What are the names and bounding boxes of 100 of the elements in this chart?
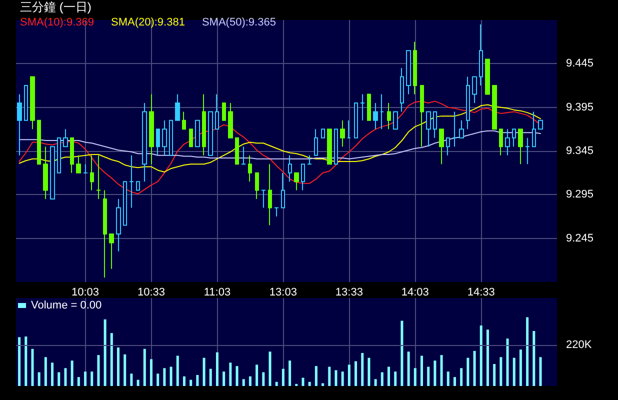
candlestick <box>103 190 107 278</box>
candlestick <box>255 172 259 200</box>
candlestick <box>307 154 312 165</box>
text: SMA(50):9.365 <box>202 16 276 28</box>
bar <box>77 377 80 386</box>
chart-title: 三分鐘 (一日) <box>20 0 92 14</box>
candlestick <box>393 111 398 130</box>
candlestick <box>248 154 252 182</box>
bar <box>275 382 278 386</box>
bar <box>493 364 496 386</box>
bar <box>380 372 384 386</box>
bar <box>202 358 206 386</box>
candlestick <box>261 190 266 208</box>
candlestick <box>334 128 338 165</box>
x-tick-label: 10:33 <box>137 286 166 298</box>
bar <box>486 330 489 386</box>
candlestick <box>433 111 437 138</box>
bar <box>374 379 377 386</box>
candlestick <box>485 58 490 95</box>
candlestick <box>354 102 358 138</box>
candlestick <box>142 102 147 182</box>
bar <box>361 353 364 386</box>
y-tick-label: 9.245 <box>566 232 594 244</box>
candlestick <box>406 50 411 95</box>
candlestick <box>400 68 404 112</box>
bar <box>400 320 404 386</box>
text: SMA(10):9.369 <box>20 16 94 28</box>
bar <box>420 356 423 386</box>
bar <box>117 348 120 386</box>
candlestick <box>182 111 186 130</box>
candlestick <box>208 111 213 156</box>
bar <box>268 352 272 386</box>
candlestick <box>479 24 483 86</box>
bar <box>38 372 40 386</box>
bar <box>314 366 318 386</box>
bar <box>182 376 186 386</box>
x-tick-label: 10:03 <box>72 286 100 298</box>
candlestick <box>446 137 450 156</box>
candlestick <box>314 128 318 156</box>
bar <box>216 352 218 386</box>
bar <box>104 319 106 386</box>
candlestick <box>235 137 239 165</box>
bar <box>170 366 172 386</box>
candlestick <box>76 154 81 174</box>
ref-line-label: 220K <box>566 338 592 351</box>
bar <box>256 364 258 386</box>
bar <box>130 374 133 386</box>
bar <box>190 380 192 386</box>
candlestick <box>426 111 431 148</box>
bar <box>466 358 470 386</box>
candlestick <box>149 94 154 165</box>
candlestick <box>222 102 226 121</box>
candlestick <box>162 120 167 156</box>
candlestick <box>136 181 140 191</box>
x-tick-label: 14:03 <box>401 286 429 298</box>
bar <box>308 382 311 386</box>
bar <box>143 348 146 386</box>
bar <box>262 372 265 386</box>
candlestick <box>321 128 325 138</box>
candlestick <box>83 164 88 174</box>
bar <box>526 317 529 386</box>
candlestick <box>512 128 516 148</box>
y-tick-label: 9.295 <box>566 188 594 201</box>
candlestick <box>466 76 470 130</box>
legend-label: Volume = 0.00 <box>31 300 102 312</box>
candlestick <box>538 120 543 130</box>
candlestick <box>347 120 351 138</box>
candlestick <box>340 120 345 148</box>
candlestick <box>387 102 391 130</box>
bar <box>18 337 21 386</box>
line-series <box>18 130 542 160</box>
bar <box>500 357 502 386</box>
candlestick <box>90 154 94 191</box>
x-tick-label: 13:03 <box>269 286 297 298</box>
candlestick <box>492 85 497 130</box>
candlestick <box>195 120 200 148</box>
bar <box>407 352 410 386</box>
candlestick <box>532 111 536 148</box>
candlestick <box>420 85 424 148</box>
text: SMA(20):9.381 <box>110 16 185 28</box>
candlestick <box>189 128 193 148</box>
bar <box>236 366 238 386</box>
candlestick <box>360 94 365 121</box>
bar <box>434 360 436 386</box>
candlestick <box>525 137 530 165</box>
bar <box>70 360 74 386</box>
candlestick <box>70 137 74 174</box>
bar <box>446 372 450 386</box>
candlestick <box>215 94 219 130</box>
candlestick <box>505 128 510 156</box>
x-tick-label: 11:03 <box>204 286 231 298</box>
candlestick <box>472 76 477 104</box>
bar <box>368 358 370 386</box>
candlestick <box>50 146 55 200</box>
candlestick <box>367 94 371 121</box>
x-tick-label: 13:33 <box>335 286 363 298</box>
bar <box>58 372 60 386</box>
bar <box>440 355 443 386</box>
bar <box>512 358 516 386</box>
candlestick <box>96 154 101 200</box>
